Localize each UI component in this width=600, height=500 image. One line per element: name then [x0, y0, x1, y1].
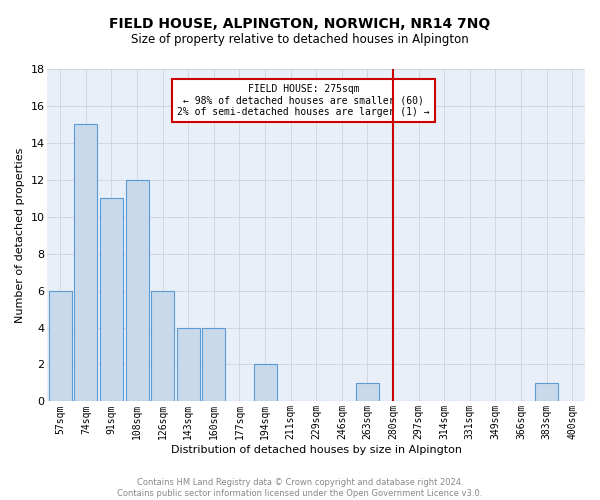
Bar	[74, 124, 97, 402]
Bar	[151, 290, 174, 402]
Bar	[100, 198, 123, 402]
X-axis label: Distribution of detached houses by size in Alpington: Distribution of detached houses by size …	[171, 445, 462, 455]
Bar	[49, 290, 72, 402]
Bar	[125, 180, 149, 402]
Bar	[254, 364, 277, 402]
Text: FIELD HOUSE: 275sqm
← 98% of detached houses are smaller (60)
2% of semi-detache: FIELD HOUSE: 275sqm ← 98% of detached ho…	[177, 84, 430, 117]
Bar	[202, 328, 226, 402]
Bar	[535, 383, 558, 402]
Bar	[177, 328, 200, 402]
Text: Contains HM Land Registry data © Crown copyright and database right 2024.
Contai: Contains HM Land Registry data © Crown c…	[118, 478, 482, 498]
Bar	[356, 383, 379, 402]
Y-axis label: Number of detached properties: Number of detached properties	[15, 148, 25, 323]
Text: Size of property relative to detached houses in Alpington: Size of property relative to detached ho…	[131, 32, 469, 46]
Text: FIELD HOUSE, ALPINGTON, NORWICH, NR14 7NQ: FIELD HOUSE, ALPINGTON, NORWICH, NR14 7N…	[109, 18, 491, 32]
